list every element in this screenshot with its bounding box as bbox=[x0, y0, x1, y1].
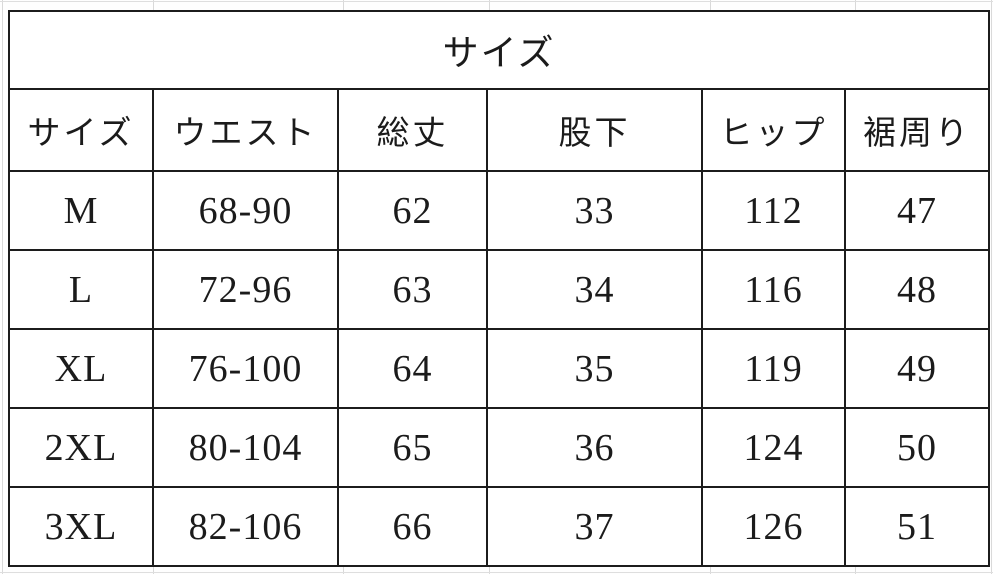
background-gridline-horizontal bbox=[0, 572, 993, 573]
table-row-l: L 72-96 63 34 116 48 bbox=[8, 249, 991, 330]
background-gridline-horizontal bbox=[0, 1, 993, 2]
header-hem: 裾周り bbox=[843, 88, 991, 172]
table-header-row: サイズ ウエスト 総丈 股下 ヒップ 裾周り bbox=[8, 88, 991, 172]
inseam-cell: 36 bbox=[486, 407, 703, 488]
waist-cell: 68-90 bbox=[152, 170, 339, 251]
waist-cell: 82-106 bbox=[152, 486, 339, 567]
header-total-length: 総丈 bbox=[337, 88, 488, 172]
size-cell: 2XL bbox=[8, 407, 154, 488]
table-row-xl: XL 76-100 64 35 119 49 bbox=[8, 328, 991, 409]
header-hip: ヒップ bbox=[701, 88, 846, 172]
table-row-m: M 68-90 62 33 112 47 bbox=[8, 170, 991, 251]
inseam-cell: 33 bbox=[486, 170, 703, 251]
inseam-cell: 37 bbox=[486, 486, 703, 567]
hip-cell: 126 bbox=[701, 486, 846, 567]
table-row-3xl: 3XL 82-106 66 37 126 51 bbox=[8, 486, 991, 567]
waist-cell: 76-100 bbox=[152, 328, 339, 409]
waist-cell: 72-96 bbox=[152, 249, 339, 330]
table-title: サイズ bbox=[7, 10, 991, 90]
length-cell: 65 bbox=[337, 407, 488, 488]
size-chart-table: サイズ サイズ ウエスト 総丈 股下 ヒップ 裾周り M 68-90 62 33… bbox=[7, 10, 991, 567]
inseam-cell: 34 bbox=[486, 249, 703, 330]
waist-cell: 80-104 bbox=[152, 407, 339, 488]
inseam-cell: 35 bbox=[486, 328, 703, 409]
hem-cell: 50 bbox=[843, 407, 991, 488]
hip-cell: 116 bbox=[701, 249, 846, 330]
hem-cell: 49 bbox=[843, 328, 991, 409]
table-row-2xl: 2XL 80-104 65 36 124 50 bbox=[8, 407, 991, 488]
background-gridline-vertical bbox=[991, 0, 992, 574]
size-cell: 3XL bbox=[8, 486, 154, 567]
length-cell: 62 bbox=[337, 170, 488, 251]
length-cell: 63 bbox=[337, 249, 488, 330]
hem-cell: 51 bbox=[843, 486, 991, 567]
header-inseam: 股下 bbox=[486, 88, 703, 172]
hem-cell: 47 bbox=[843, 170, 991, 251]
hip-cell: 119 bbox=[701, 328, 846, 409]
size-cell: L bbox=[8, 249, 154, 330]
length-cell: 66 bbox=[337, 486, 488, 567]
header-size: サイズ bbox=[8, 88, 154, 172]
hem-cell: 48 bbox=[843, 249, 991, 330]
size-cell: M bbox=[8, 170, 154, 251]
length-cell: 64 bbox=[337, 328, 488, 409]
background-gridline-vertical bbox=[2, 0, 3, 574]
table-title-row: サイズ bbox=[7, 10, 991, 90]
hip-cell: 112 bbox=[701, 170, 846, 251]
header-waist: ウエスト bbox=[152, 88, 339, 172]
hip-cell: 124 bbox=[701, 407, 846, 488]
size-cell: XL bbox=[8, 328, 154, 409]
